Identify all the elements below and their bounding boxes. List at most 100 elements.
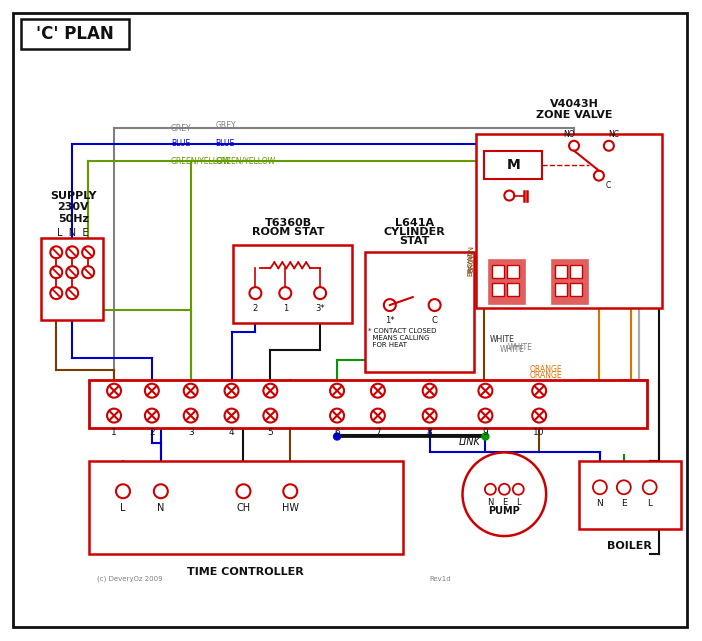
Text: SUPPLY
230V
50Hz: SUPPLY 230V 50Hz (50, 190, 96, 224)
Circle shape (482, 433, 489, 440)
Circle shape (51, 266, 62, 278)
Text: V4043H: V4043H (550, 99, 599, 109)
Circle shape (330, 384, 344, 397)
Text: 4: 4 (229, 428, 234, 437)
Circle shape (333, 433, 340, 440)
Bar (22, 19, 129, 49)
Text: 6: 6 (334, 428, 340, 437)
Bar (570, 265, 582, 278)
Bar (477, 134, 662, 308)
Text: PUMP: PUMP (489, 506, 520, 516)
Circle shape (485, 484, 496, 495)
Circle shape (107, 408, 121, 422)
Bar (232, 246, 352, 323)
Bar (555, 265, 567, 278)
Circle shape (145, 408, 159, 422)
Text: ZONE VALVE: ZONE VALVE (536, 110, 612, 120)
Text: ORANGE: ORANGE (529, 365, 562, 374)
Circle shape (384, 299, 396, 311)
Circle shape (482, 433, 489, 440)
Circle shape (479, 408, 492, 422)
Circle shape (423, 384, 437, 397)
Circle shape (532, 408, 546, 422)
Text: 1: 1 (111, 428, 117, 437)
Circle shape (279, 287, 291, 299)
Circle shape (225, 384, 239, 397)
Text: WHITE: WHITE (489, 335, 515, 344)
Circle shape (643, 480, 656, 494)
Text: 2: 2 (253, 304, 258, 313)
Text: TIME CONTROLLER: TIME CONTROLLER (187, 567, 304, 577)
Text: 2: 2 (149, 428, 154, 437)
Text: (c) DeveryOz 2009: (c) DeveryOz 2009 (97, 576, 163, 583)
Bar (508, 265, 519, 278)
Text: 7: 7 (375, 428, 380, 437)
Circle shape (479, 384, 492, 397)
Text: L641A: L641A (395, 219, 435, 228)
Text: BROWN: BROWN (468, 249, 473, 276)
Circle shape (184, 384, 198, 397)
Circle shape (66, 287, 78, 299)
Text: 3: 3 (188, 428, 194, 437)
Text: L: L (647, 499, 652, 508)
Circle shape (504, 190, 515, 201)
Text: ORANGE: ORANGE (529, 371, 562, 380)
Text: 1*: 1* (385, 316, 395, 325)
Circle shape (284, 485, 297, 498)
Circle shape (107, 384, 121, 397)
Circle shape (532, 384, 546, 397)
Circle shape (225, 408, 239, 422)
Circle shape (66, 266, 78, 278)
Text: L  N  E: L N E (58, 228, 89, 238)
Text: L: L (120, 503, 126, 513)
Text: WHITE: WHITE (489, 335, 515, 344)
Text: E: E (502, 498, 507, 507)
Text: GREY: GREY (171, 124, 192, 133)
Circle shape (423, 408, 437, 422)
Bar (492, 283, 504, 296)
Text: T6360B: T6360B (265, 219, 312, 228)
Bar (492, 265, 504, 278)
Text: 8: 8 (427, 428, 432, 437)
Circle shape (82, 266, 94, 278)
Text: C: C (432, 316, 437, 325)
Bar (508, 283, 519, 296)
Text: M: M (506, 158, 520, 172)
Text: Rev1d: Rev1d (430, 576, 451, 582)
Bar (555, 283, 567, 296)
Text: WHITE: WHITE (499, 345, 524, 354)
Circle shape (512, 484, 524, 495)
Text: 10: 10 (534, 428, 545, 437)
Circle shape (569, 141, 579, 151)
Bar (489, 260, 525, 304)
Circle shape (184, 408, 198, 422)
Circle shape (463, 453, 546, 536)
Text: CH: CH (237, 503, 251, 513)
Circle shape (594, 171, 604, 181)
Text: ROOM STAT: ROOM STAT (252, 228, 324, 237)
Bar (579, 462, 680, 529)
Circle shape (330, 408, 344, 422)
Bar (484, 151, 542, 179)
Text: BLUE: BLUE (171, 139, 190, 148)
Text: N: N (597, 499, 603, 508)
Circle shape (82, 246, 94, 258)
Circle shape (154, 485, 168, 498)
Bar (89, 462, 403, 554)
Bar (570, 283, 582, 296)
Bar (365, 253, 475, 372)
Text: LINK: LINK (458, 438, 480, 447)
Circle shape (263, 384, 277, 397)
Circle shape (116, 485, 130, 498)
Circle shape (237, 485, 251, 498)
Circle shape (51, 287, 62, 299)
Circle shape (314, 287, 326, 299)
Circle shape (371, 408, 385, 422)
Text: C: C (606, 181, 611, 190)
Text: E: E (621, 499, 627, 508)
Text: CYLINDER: CYLINDER (384, 228, 446, 237)
Circle shape (249, 287, 261, 299)
Text: NC: NC (609, 129, 619, 139)
Text: GREY: GREY (216, 121, 236, 130)
Text: N: N (487, 498, 494, 507)
